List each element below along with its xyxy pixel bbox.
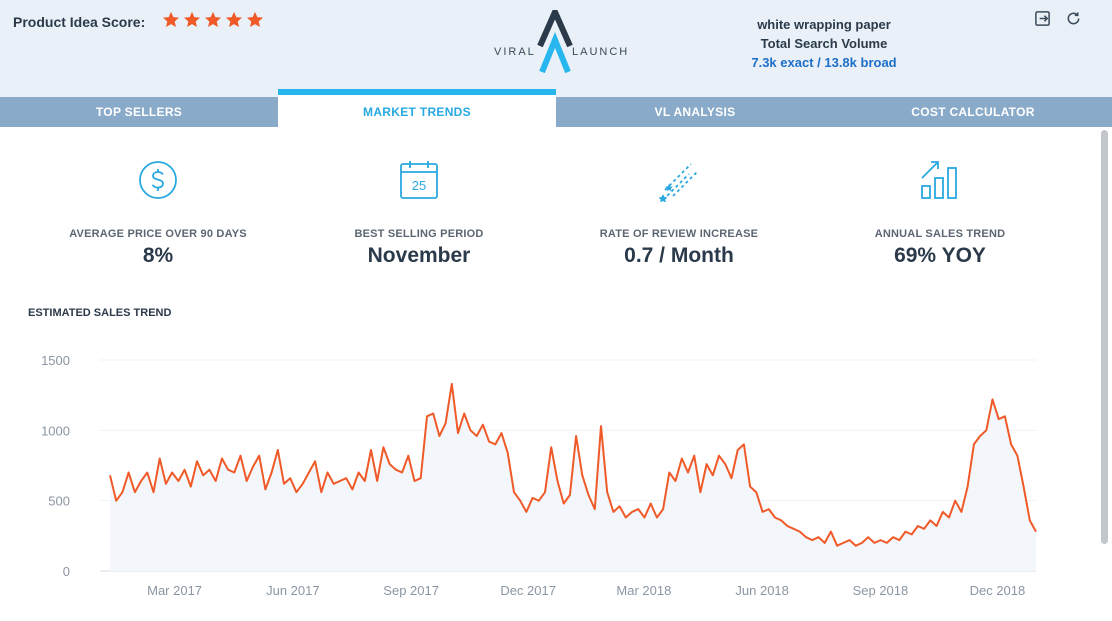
y-tick-label: 500	[48, 494, 70, 509]
star-rating	[162, 11, 264, 29]
metric-label: AVERAGE PRICE OVER 90 DAYS	[69, 228, 247, 240]
viral-launch-logo: VIRAL LAUNCH	[494, 10, 627, 74]
calendar-icon: 25	[289, 158, 549, 202]
sales-area	[110, 383, 1036, 571]
x-tick-label: Mar 2018	[616, 583, 671, 598]
x-tick-label: Dec 2018	[970, 583, 1026, 598]
exit-icon[interactable]	[1034, 10, 1051, 32]
keyword-text: white wrapping paper	[757, 17, 891, 32]
y-tick-label: 1000	[41, 423, 70, 438]
metrics-row: AVERAGE PRICE OVER 90 DAYS 8% 25 BEST SE…	[0, 150, 1090, 270]
search-volume-label: Total Search Volume	[760, 36, 888, 51]
metric-label: ANNUAL SALES TREND	[874, 228, 1006, 240]
x-tick-label: Sep 2017	[383, 583, 439, 598]
chart-title: ESTIMATED SALES TREND	[28, 307, 172, 319]
metric-value: 69% YOY	[894, 244, 986, 267]
x-tick-label: Mar 2017	[147, 583, 202, 598]
metric-value: 0.7 / Month	[624, 244, 734, 267]
sales-trend-chart: 0 500 1000 1500 Mar 2017 Jun 2017 Sep 2017 Dec …	[0, 340, 1090, 610]
x-tick-label: Jun 2018	[735, 583, 789, 598]
star-icon	[225, 11, 243, 28]
x-tick-label: Sep 2018	[853, 583, 909, 598]
tab-cost-calculator[interactable]: COST CALCULATOR	[911, 105, 1035, 119]
scrollbar[interactable]	[1101, 130, 1108, 544]
star-icon	[204, 11, 222, 28]
search-volume-value: 7.3k exact / 13.8k broad	[751, 55, 897, 70]
metric-annual-sales-trend: ANNUAL SALES TREND 69% YOY	[810, 158, 1070, 268]
dollar-circle-icon	[28, 158, 288, 202]
x-tick-label: Jun 2017	[266, 583, 320, 598]
tab-bar: TOP SELLERS MARKET TRENDS VL ANALYSIS CO…	[0, 89, 1112, 127]
metric-value: 8%	[142, 244, 174, 267]
logo-text-launch: LAUNCH	[572, 46, 630, 58]
y-tick-label: 1500	[41, 353, 70, 368]
shooting-stars-icon	[549, 158, 809, 202]
sales-line	[109, 382, 1037, 547]
product-idea-score-label: Product Idea Score:	[13, 14, 146, 30]
metric-best-selling-period: 25 BEST SELLING PERIOD November	[289, 158, 549, 268]
metric-label: RATE OF REVIEW INCREASE	[599, 228, 759, 240]
bar-growth-icon	[810, 158, 1070, 202]
logo-text-viral: VIRAL	[494, 46, 536, 58]
star-icon	[162, 11, 180, 28]
metric-label: BEST SELLING PERIOD	[354, 228, 484, 240]
keyword-summary: white wrapping paper Total Search Volume…	[700, 15, 948, 72]
metric-average-price: AVERAGE PRICE OVER 90 DAYS 8%	[28, 158, 288, 268]
refresh-icon[interactable]	[1065, 10, 1082, 32]
tab-market-trends[interactable]: MARKET TRENDS	[278, 89, 556, 127]
metric-review-rate: RATE OF REVIEW INCREASE 0.7 / Month	[549, 158, 809, 268]
tab-vl-analysis[interactable]: VL ANALYSIS	[654, 105, 736, 119]
x-tick-label: Dec 2017	[500, 583, 556, 598]
metric-value: November	[367, 244, 471, 267]
y-tick-label: 0	[63, 564, 70, 579]
sales-trend-svg: 0 500 1000 1500 Mar 2017 Jun 2017 Sep 2017 Dec …	[41, 353, 1037, 598]
star-icon	[183, 11, 201, 28]
header: Product Idea Score: VIRAL LAUNCH white w…	[0, 0, 1112, 97]
svg-text:25: 25	[412, 178, 426, 193]
star-icon	[246, 11, 264, 28]
tab-top-sellers[interactable]: TOP SELLERS	[95, 105, 183, 119]
